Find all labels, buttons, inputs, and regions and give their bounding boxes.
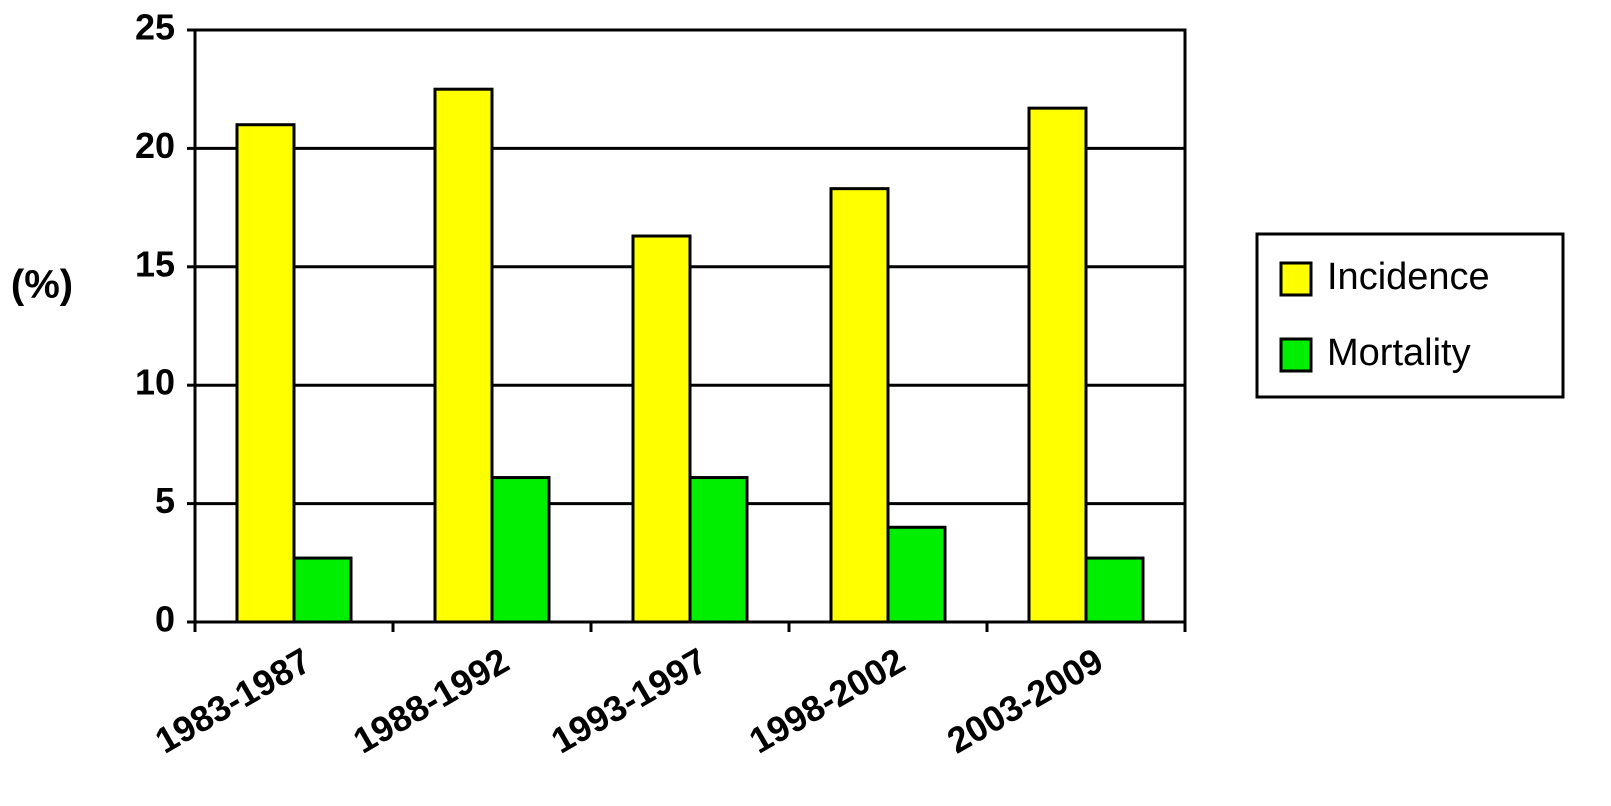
bar	[433, 87, 494, 624]
bar	[490, 476, 551, 624]
y-tick-label: 25	[135, 7, 175, 48]
y-tick-label: 0	[155, 599, 175, 640]
x-tick-label: 1988-1992	[346, 640, 516, 762]
legend-label: Mortality	[1327, 332, 1471, 374]
bar	[235, 123, 296, 624]
bar	[1084, 556, 1145, 624]
legend-swatch	[1279, 261, 1313, 297]
x-tick-label: 1998-2002	[742, 640, 912, 762]
x-tick-label: 1983-1987	[148, 640, 318, 762]
y-axis-label: (%)	[11, 263, 73, 307]
y-tick-label: 5	[155, 480, 175, 521]
legend-swatch	[1279, 337, 1313, 373]
x-tick-label: 2003-2009	[940, 640, 1110, 762]
legend-label: Incidence	[1327, 256, 1490, 298]
y-tick-label: 15	[135, 243, 175, 284]
bar	[1027, 106, 1088, 624]
bar	[829, 187, 890, 624]
x-tick-label: 1993-1997	[544, 640, 714, 762]
y-tick-label: 20	[135, 125, 175, 166]
bar	[292, 556, 353, 624]
y-tick-label: 10	[135, 362, 175, 403]
bar	[886, 525, 947, 624]
bar	[631, 234, 692, 624]
bar	[688, 476, 749, 624]
